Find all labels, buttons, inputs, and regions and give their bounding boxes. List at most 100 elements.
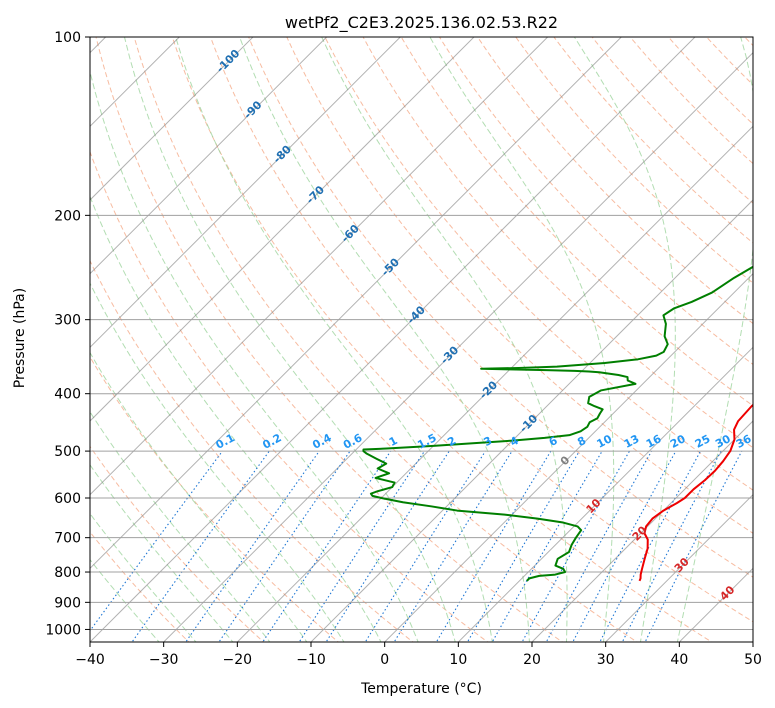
isotherm-line [0, 10, 59, 654]
y-tick-label: 800 [54, 565, 81, 581]
isotherm-line [90, 37, 696, 642]
background-lines [0, 10, 775, 654]
y-tick-label: 300 [54, 313, 81, 329]
dry-adiabat-line [90, 531, 190, 642]
mixing-ratio-label: 30 [713, 432, 733, 451]
isotherm-line [531, 420, 753, 642]
isotherm-line [752, 641, 753, 642]
y-tick-label: 500 [54, 444, 81, 460]
y-tick-label: 700 [54, 531, 81, 547]
dry-adiabat-line [438, 37, 753, 366]
sounding-profiles [362, 265, 753, 582]
y-tick-label: 600 [54, 491, 81, 507]
y-axis-label: Pressure (hPa) [12, 288, 28, 388]
isotherm-line [90, 37, 402, 349]
mixing-ratio-label: 8 [575, 434, 588, 449]
dry-adiabat-line [286, 37, 753, 534]
mixing-ratio-line [545, 450, 653, 642]
y-tick-label: 100 [54, 30, 81, 46]
x-tick-label: −30 [149, 652, 179, 668]
mixing-ratio-line [435, 450, 552, 642]
moist-adiabat-line [321, 37, 568, 642]
isotherm-line [90, 37, 623, 570]
dry-adiabat-line [90, 259, 414, 642]
mixing-ratio-label: 25 [693, 432, 713, 451]
isotherm-line [90, 37, 254, 201]
moist-adiabat-line [90, 351, 308, 642]
moist-adiabat-line [90, 411, 271, 642]
dry-adiabat-line [515, 37, 753, 284]
y-tick-label: 1000 [45, 622, 81, 638]
dry-adiabat-line [90, 445, 265, 642]
isotherm-line [90, 37, 475, 422]
moist-adiabat-line [175, 37, 493, 642]
x-tick-label: 30 [597, 652, 615, 668]
isotherm-line [457, 346, 753, 642]
mixing-ratio-line [521, 450, 630, 642]
plot-frame [89, 36, 754, 643]
moist-adiabat-line [90, 512, 197, 642]
mixing-ratio-line [185, 450, 320, 642]
y-tick-label: 900 [54, 595, 81, 611]
mixing-ratio-label: 1 [387, 434, 400, 449]
dry-adiabat-line [770, 24, 775, 645]
isotherm-line [310, 199, 753, 642]
temperature-profile-line [638, 403, 753, 582]
moist-adiabat-line [123, 37, 456, 642]
mixing-ratio-line [572, 450, 677, 642]
moist-adiabat-line [676, 37, 753, 642]
x-tick-label: −20 [223, 652, 253, 668]
mixing-ratio-line [621, 450, 722, 642]
isotherm-line [383, 272, 753, 642]
moist-adiabat-line [239, 37, 530, 642]
dry-adiabat-line [90, 150, 489, 642]
isotherm-line [236, 125, 753, 642]
dry-adiabat-line [209, 37, 753, 623]
mixing-ratio-label: 36 [734, 432, 754, 451]
mixing-ratio-label: 0.2 [260, 431, 283, 452]
dry-adiabat-line [667, 37, 753, 125]
y-tick-label: 200 [54, 208, 81, 224]
mixing-ratio-label: 16 [644, 432, 664, 451]
y-tick-label: 400 [54, 387, 81, 403]
dry-adiabat-line [629, 37, 753, 165]
mixing-ratio-label: 0.1 [214, 431, 237, 452]
mixing-ratio-line [262, 450, 392, 642]
x-tick-label: 50 [744, 652, 762, 668]
mixing-ratio-label: 1.5 [415, 431, 438, 452]
dry-adiabat-line [133, 37, 638, 642]
mixing-ratio-label: 20 [668, 432, 688, 451]
mixing-ratio-line [393, 450, 513, 642]
moist-adiabat-line [90, 282, 345, 642]
dry-adiabat-line [324, 37, 753, 491]
moist-adiabat-line [90, 195, 382, 642]
mixing-ratio-line [90, 450, 223, 632]
line-labels: -100-90-80-70-60-50-40-30-20-10010203040… [214, 47, 754, 604]
x-tick-label: 10 [449, 652, 467, 668]
mixing-ratio-line [491, 450, 603, 642]
dry-adiabat-line [744, 37, 753, 47]
x-tick-label: −10 [296, 652, 326, 668]
mixing-ratio-label: 10 [595, 432, 615, 451]
mixing-ratio-label: 13 [622, 432, 642, 451]
mixing-ratio-label: 4 [508, 434, 521, 449]
isotherm-line [162, 51, 753, 642]
pressure-grid [90, 37, 753, 630]
mixing-ratio-label: 2 [445, 434, 458, 449]
mixing-ratio-line [644, 450, 743, 642]
dry-adiabat-line [400, 37, 753, 407]
x-tick-label: 40 [670, 652, 688, 668]
moist-adiabat-line [573, 37, 676, 642]
dewpoint-profile-line [362, 265, 753, 582]
axes: −40 −30 −20 −10 0 10 20 30 40 50 1000 900 800 700 600 5… [45, 30, 762, 668]
chart-title: wetPf2_C2E3.2025.136.02.53.R22 [285, 13, 558, 33]
mixing-ratio-line [218, 450, 351, 642]
x-tick-label: 0 [380, 652, 389, 668]
dry-adiabat-line [95, 37, 564, 642]
isotherm-line [90, 37, 181, 128]
moist-adiabat-line [429, 37, 615, 642]
dry-adiabat-line [248, 37, 753, 578]
dry-adiabat-line [90, 356, 339, 642]
dry-adiabat-line [591, 37, 753, 204]
